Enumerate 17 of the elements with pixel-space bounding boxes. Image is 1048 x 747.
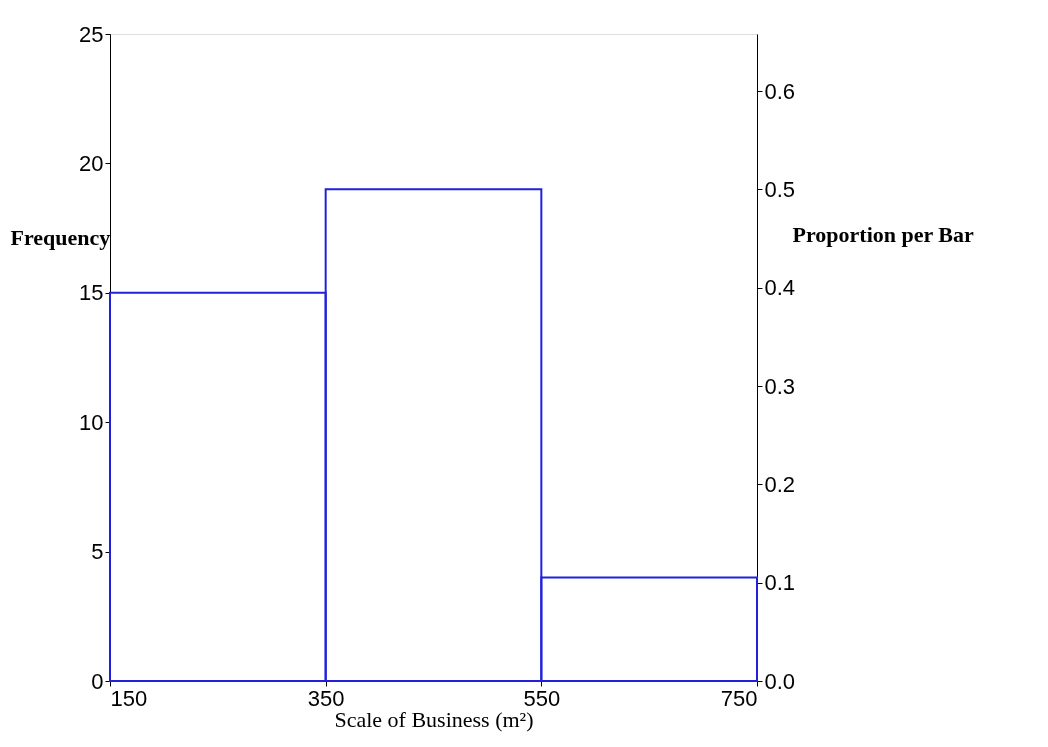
y-tick-label: 20 [79, 150, 104, 176]
y2-tick-label: 0.4 [764, 275, 796, 301]
y2-tick-label: 0.0 [764, 668, 796, 694]
y-axis-title: Frequency [10, 224, 111, 250]
y-tick-label: 15 [79, 280, 104, 306]
y2-tick-label: 0.2 [764, 471, 796, 497]
y-tick-label: 10 [79, 409, 104, 435]
y2-tick-label: 0.5 [764, 176, 796, 202]
y-tick-label: 25 [79, 21, 104, 47]
x-tick-label: 150 [110, 685, 148, 711]
y2-tick-label: 0.1 [764, 570, 796, 596]
y-tick-label: 5 [91, 539, 104, 565]
x-tick-label: 750 [720, 685, 758, 711]
y-tick-label: 0 [91, 668, 104, 694]
y2-axis-title: Proportion per Bar [792, 221, 975, 247]
y2-tick-label: 0.6 [764, 78, 796, 104]
y2-tick-label: 0.3 [764, 373, 796, 399]
